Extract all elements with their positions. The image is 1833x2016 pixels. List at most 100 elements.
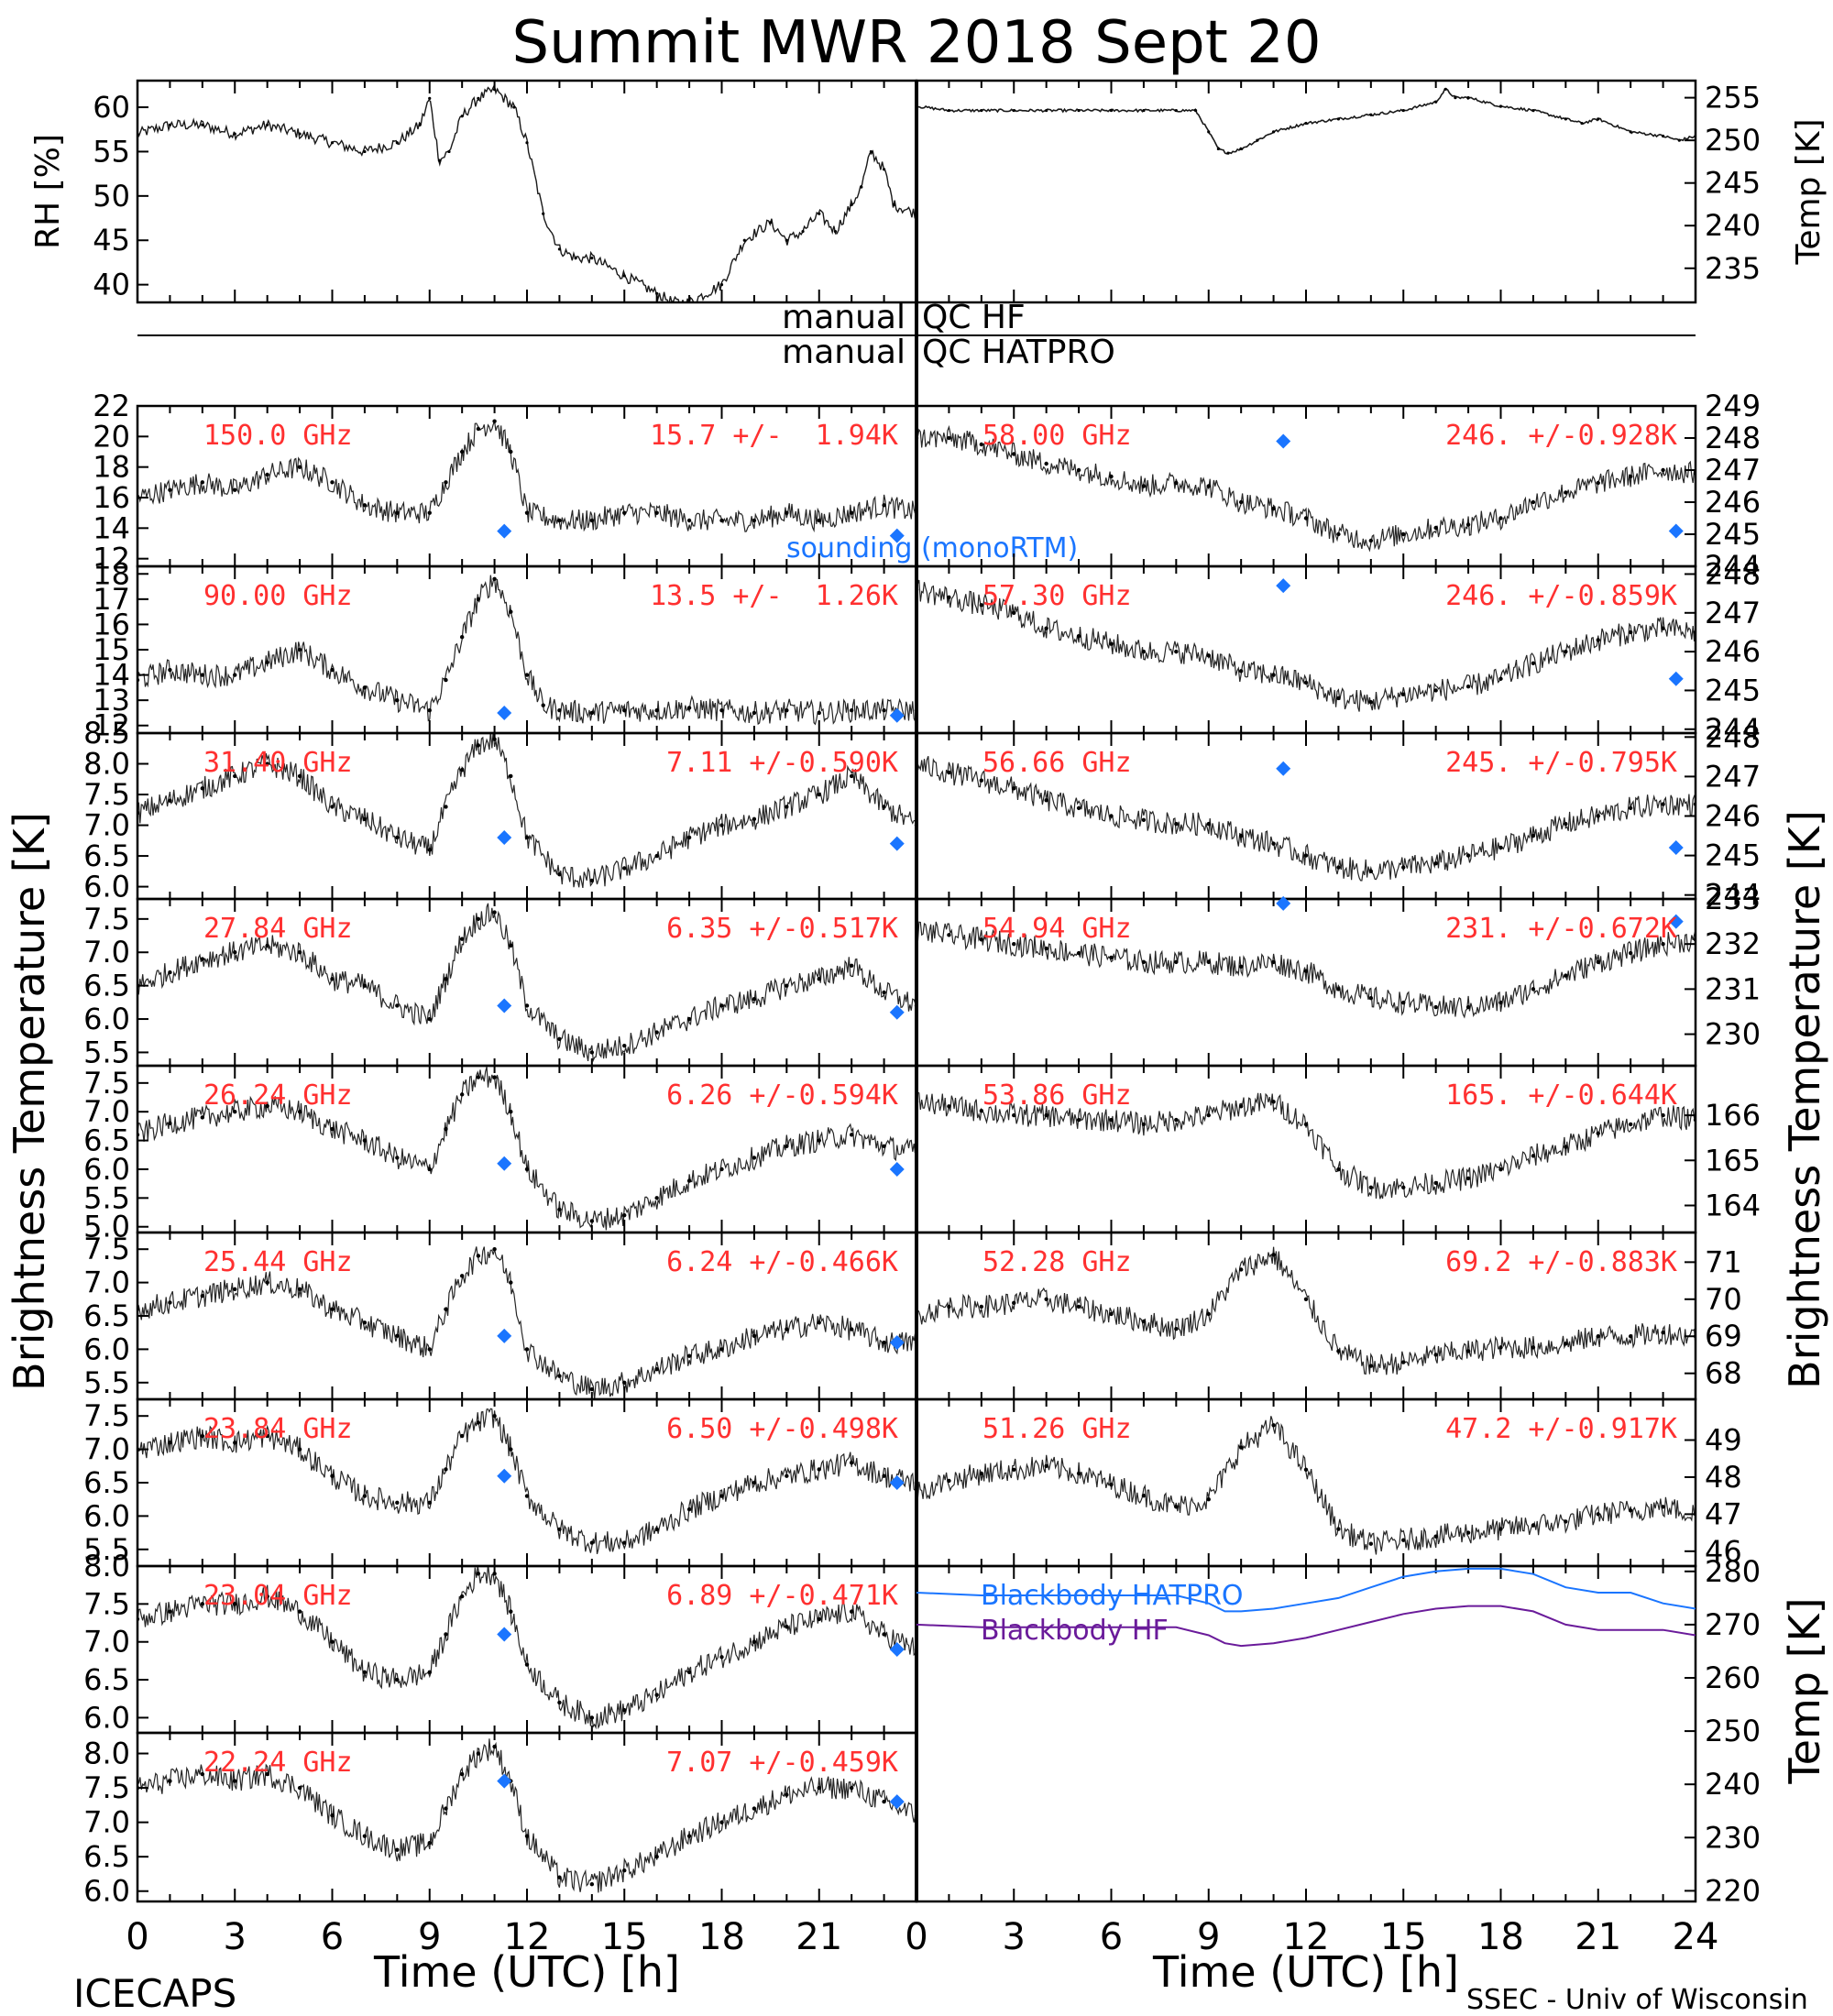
data-point (752, 1333, 757, 1339)
data-point (1206, 1112, 1211, 1118)
sounding-marker (1668, 523, 1684, 539)
data-point (362, 816, 368, 822)
data-point (1434, 100, 1438, 104)
data-point (1661, 802, 1665, 806)
plot-frame (915, 79, 1697, 304)
data-point (477, 96, 480, 100)
data-point (297, 1110, 302, 1114)
data-point (492, 576, 497, 581)
data-point (557, 1875, 562, 1879)
data-point (1174, 1326, 1179, 1331)
y-tick-label: 7.5 (83, 1770, 130, 1805)
data-point (137, 1133, 140, 1137)
data-point (330, 977, 335, 981)
y-tick-label: 280 (1705, 1554, 1761, 1589)
data-point (524, 1834, 530, 1838)
data-point (362, 1138, 368, 1143)
data-point (622, 1212, 627, 1218)
data-point (686, 1670, 692, 1675)
data-point (168, 798, 172, 803)
data-point (817, 1320, 821, 1325)
data-point (882, 990, 886, 995)
data-point (719, 823, 724, 827)
data-point (1271, 959, 1276, 965)
data-point (979, 603, 984, 608)
data-point (589, 1050, 595, 1055)
data-point (459, 1092, 465, 1097)
data-point (849, 963, 854, 969)
data-point (1368, 1185, 1374, 1190)
data-point (1693, 1512, 1696, 1517)
channel-label: 52.28 GHz (982, 1246, 1132, 1278)
data-point (509, 1447, 513, 1452)
data-point (201, 123, 204, 126)
data-point (1238, 1104, 1244, 1109)
data-point (1465, 522, 1471, 527)
y-tick-label: 230 (1705, 1017, 1761, 1052)
data-point (492, 1414, 497, 1419)
y-tick-label: 240 (1705, 1767, 1761, 1802)
data-point (1076, 1117, 1081, 1123)
y-tick-label: 247 (1705, 759, 1761, 794)
data-point (1077, 108, 1081, 113)
data-point (622, 1868, 627, 1873)
data-point (509, 1280, 513, 1285)
data-point (882, 1632, 886, 1637)
y-tick-label: 6.5 (83, 1123, 130, 1158)
data-point (524, 1003, 530, 1008)
sounding-marker (889, 1004, 905, 1020)
data-point (686, 1507, 692, 1512)
data-point (1531, 833, 1536, 838)
data-point (524, 1167, 530, 1172)
sounding-marker (497, 1468, 512, 1484)
data-point (1206, 484, 1211, 488)
data-point (589, 878, 595, 883)
data-point (395, 141, 399, 145)
y-tick-label: 12 (93, 708, 130, 743)
data-point (137, 677, 140, 683)
data-point (752, 1806, 757, 1811)
data-point (330, 1639, 335, 1644)
data-line (916, 88, 1696, 155)
data-point (916, 762, 919, 767)
data-point (200, 1433, 205, 1439)
y-tick-label: 7.5 (83, 902, 130, 937)
y-axis-label: Temp [K] (1790, 118, 1828, 265)
data-point (622, 1540, 627, 1545)
data-point (330, 1307, 335, 1311)
y-tick-label: 68 (1705, 1356, 1742, 1391)
data-point (459, 1594, 465, 1599)
data-point (427, 1167, 432, 1172)
data-point (395, 1677, 400, 1682)
y-tick-label: 17 (93, 582, 130, 617)
data-point (168, 1609, 172, 1614)
data-point (200, 957, 205, 961)
data-point (168, 488, 172, 492)
data-point (589, 1219, 595, 1223)
data-point (719, 1655, 724, 1660)
data-point (1661, 1505, 1665, 1509)
data-point (1076, 467, 1081, 473)
data-point (1629, 130, 1632, 134)
y-tick-label: 18 (93, 556, 130, 591)
data-point (265, 943, 269, 948)
data-point (1044, 946, 1048, 951)
y-tick-label: 245 (1705, 517, 1761, 552)
sounding-marker (497, 1156, 512, 1171)
data-point (1465, 685, 1471, 689)
y-tick-label: 45 (93, 223, 130, 257)
data-point (817, 1467, 821, 1472)
data-point (200, 1771, 205, 1777)
data-point (265, 761, 269, 766)
y-tick-label: 7.5 (83, 777, 130, 812)
data-point (1433, 1534, 1438, 1539)
data-point (1141, 817, 1147, 823)
data-point (1628, 1508, 1633, 1513)
data-point (1368, 869, 1374, 874)
y-tick-label: 7.0 (83, 1265, 130, 1300)
x-tick-label: 21 (796, 1916, 842, 1958)
data-point (1401, 531, 1406, 537)
